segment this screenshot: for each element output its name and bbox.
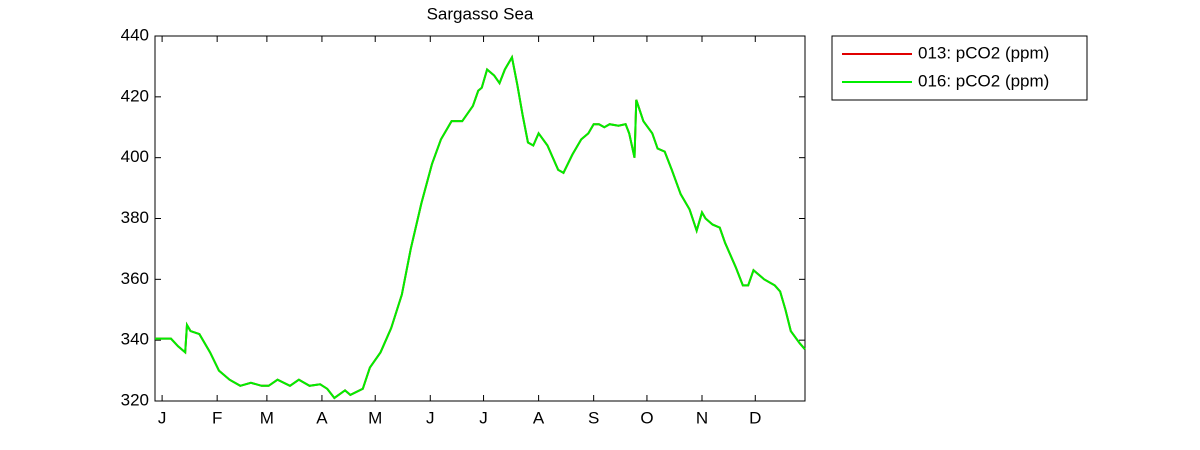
y-tick-label: 360 <box>121 269 149 288</box>
legend-box <box>831 35 1088 101</box>
series-line <box>155 54 806 400</box>
y-tick-label: 440 <box>121 25 149 44</box>
x-tick-label: M <box>368 408 382 427</box>
chart-title: Sargasso Sea <box>427 4 534 23</box>
y-tick-label: 420 <box>121 86 149 105</box>
y-tick-label: 320 <box>121 390 149 409</box>
x-tick-label: F <box>212 408 222 427</box>
y-tick-label: 400 <box>121 147 149 166</box>
plot-frame <box>154 35 806 402</box>
legend-label: 016: pCO2 (ppm) <box>918 71 1049 90</box>
x-tick-label: M <box>260 408 274 427</box>
x-tick-label: N <box>696 408 708 427</box>
x-tick-label: O <box>640 408 653 427</box>
x-tick-label: S <box>588 408 599 427</box>
y-tick-label: 380 <box>121 208 149 227</box>
legend-label: 013: pCO2 (ppm) <box>918 43 1049 62</box>
x-tick-label: J <box>158 408 167 427</box>
x-tick-label: A <box>533 408 545 427</box>
y-tick-label: 340 <box>121 330 149 349</box>
x-tick-label: A <box>316 408 328 427</box>
x-tick-label: J <box>479 408 488 427</box>
x-tick-label: D <box>749 408 761 427</box>
x-tick-label: J <box>426 408 435 427</box>
